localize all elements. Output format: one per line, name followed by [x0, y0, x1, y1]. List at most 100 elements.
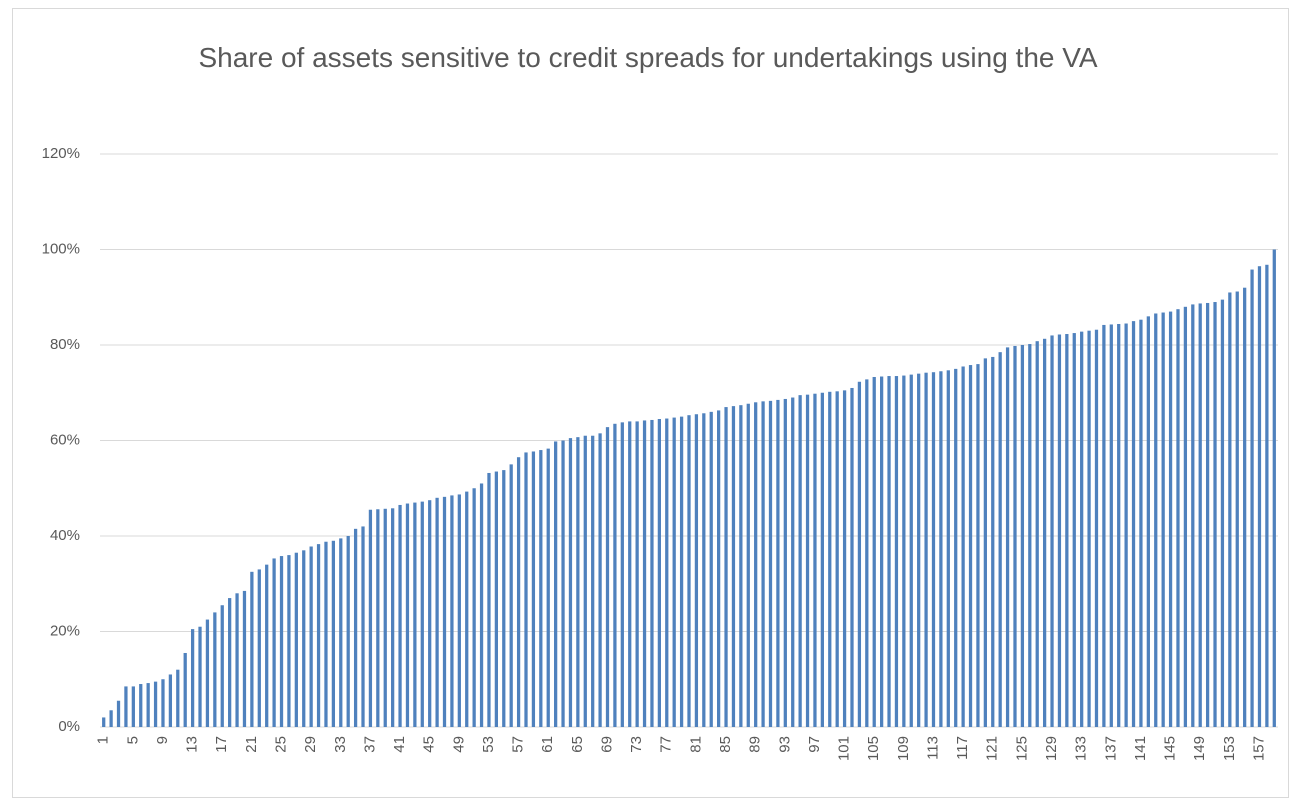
bar [724, 407, 728, 727]
x-tick-label: 61 [539, 736, 556, 753]
bar [976, 364, 980, 727]
x-tick-label: 105 [865, 736, 882, 761]
bar [161, 679, 165, 727]
bar [961, 366, 965, 727]
bar [1198, 303, 1202, 727]
bar [842, 390, 847, 727]
bar [331, 540, 336, 727]
chart-title: Share of assets sensitive to credit spre… [198, 42, 1098, 73]
x-tick-label: 89 [747, 736, 764, 753]
bar [865, 379, 869, 727]
x-tick-label: 77 [658, 736, 675, 753]
bar [235, 593, 239, 727]
bar [620, 422, 624, 727]
bar [472, 488, 476, 727]
x-tick-label: 149 [1191, 736, 1208, 761]
bar [939, 371, 943, 727]
bar [820, 392, 824, 727]
bar [650, 419, 654, 727]
bar [376, 509, 380, 727]
bar [198, 626, 202, 727]
bar [687, 415, 691, 727]
bar [1205, 302, 1210, 727]
bar [1228, 292, 1232, 727]
bar [879, 376, 884, 727]
x-tick-label: 33 [332, 736, 349, 753]
bar [791, 397, 795, 727]
bar [502, 470, 506, 727]
bar [257, 569, 261, 727]
x-tick-label: 49 [450, 736, 467, 753]
bar [324, 541, 328, 727]
bar [909, 374, 913, 727]
bar [1050, 335, 1054, 727]
bar [531, 451, 536, 727]
bar [568, 438, 573, 727]
bar [524, 452, 528, 727]
bar [509, 464, 513, 727]
bar [598, 433, 602, 727]
bar [857, 381, 862, 727]
bar [1109, 324, 1113, 727]
bar [457, 494, 461, 727]
x-tick-label: 57 [510, 736, 527, 753]
bar [583, 435, 587, 727]
x-tick-label: 69 [598, 736, 615, 753]
bar [983, 358, 987, 727]
x-tick-label: 1 [95, 736, 112, 744]
bar [383, 508, 387, 727]
bar [761, 401, 765, 727]
bar [554, 441, 558, 727]
bar [894, 376, 899, 727]
bar [813, 393, 817, 727]
bar [605, 427, 610, 727]
y-tick-label: 0% [58, 718, 80, 735]
bar [702, 413, 706, 727]
y-tick-label: 120% [42, 145, 80, 162]
x-tick-label: 101 [836, 736, 853, 761]
bar [1213, 302, 1217, 727]
bar [850, 387, 854, 727]
bar [739, 405, 743, 727]
x-tick-label: 45 [421, 736, 438, 753]
bar [1013, 345, 1017, 727]
bar [1087, 330, 1091, 727]
bar [316, 544, 321, 727]
bar [1257, 266, 1262, 727]
bar [783, 398, 787, 727]
bar [183, 652, 187, 727]
x-tick-label: 97 [806, 736, 823, 753]
bar [450, 495, 454, 727]
bar [665, 418, 669, 727]
bar [731, 406, 736, 727]
bar [124, 686, 128, 727]
x-tick-label: 129 [1043, 736, 1060, 761]
bar [798, 395, 802, 727]
bar [272, 558, 276, 727]
bar [309, 546, 313, 727]
y-tick-label: 20% [50, 622, 80, 639]
bar [220, 605, 224, 727]
bar [717, 410, 721, 727]
x-tick-label: 53 [480, 736, 497, 753]
bar [576, 437, 580, 727]
bar [1028, 344, 1032, 727]
bar [361, 526, 365, 727]
bar [954, 368, 958, 727]
x-tick-label: 65 [569, 736, 586, 753]
bar [413, 502, 417, 727]
bar [442, 496, 447, 727]
bar [694, 414, 699, 727]
x-tick-label: 9 [154, 736, 171, 744]
y-tick-label: 100% [42, 240, 80, 257]
bar [872, 376, 876, 727]
bar [435, 497, 439, 727]
bar [1131, 321, 1136, 727]
bar [835, 391, 839, 727]
x-tick-label: 37 [361, 736, 378, 753]
bar [628, 421, 632, 727]
bar [109, 710, 113, 727]
bar [1102, 324, 1106, 727]
bar [1117, 323, 1121, 727]
